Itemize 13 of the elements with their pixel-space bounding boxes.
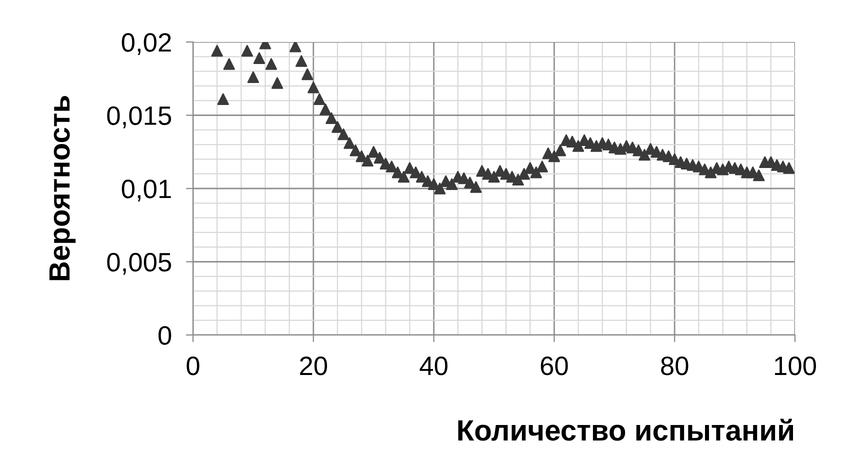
y-tick-label: 0,01 (122, 180, 171, 202)
x-tick-label: 60 (540, 356, 568, 376)
x-tick-label: 40 (420, 356, 448, 376)
y-tick-label: 0,005 (107, 252, 172, 275)
y-tick-label: 0,015 (107, 106, 172, 128)
y-tick-label: 0 (158, 326, 172, 345)
x-tick-label: 0 (186, 356, 200, 376)
x-axis-title: Количество испытаний (458, 418, 793, 441)
y-axis-title: Вероятность (49, 96, 76, 280)
x-tick-label: 80 (661, 356, 688, 376)
y-tick-label: 0,02 (122, 33, 171, 55)
x-tick-label: 100 (775, 356, 816, 376)
x-tick-label: 20 (300, 356, 328, 376)
